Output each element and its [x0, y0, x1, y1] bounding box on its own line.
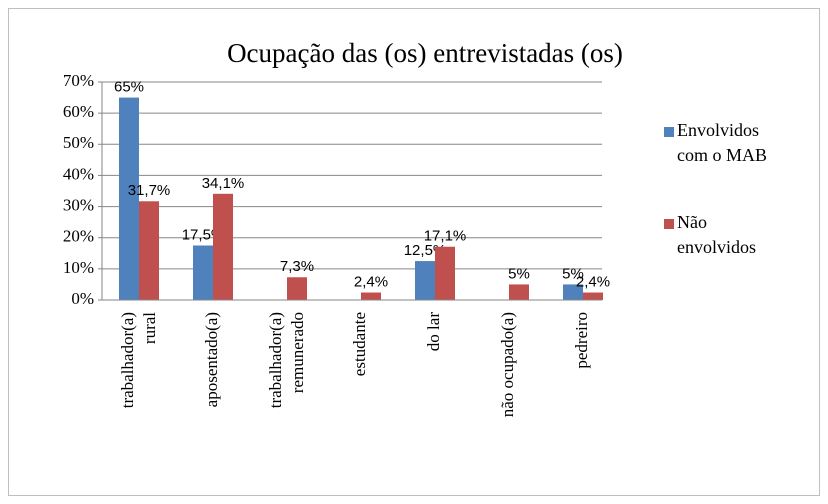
- bar: [213, 193, 233, 300]
- x-tick-label: aposentado(a): [202, 312, 221, 407]
- y-tick-label: 70%: [63, 71, 94, 90]
- value-label: 34,1%: [202, 175, 245, 192]
- value-label: 65%: [114, 79, 144, 96]
- x-tick-label: trabalhador(a) remunerado: [266, 312, 307, 408]
- bar: [509, 284, 529, 300]
- x-tick-label: do lar: [424, 312, 443, 352]
- bar: [415, 261, 435, 300]
- value-label: 7,3%: [280, 258, 314, 275]
- y-tick-label: 50%: [63, 133, 94, 152]
- y-tick-label: 0%: [71, 289, 94, 308]
- legend-label: Envolvidos com o MAB: [677, 120, 767, 165]
- y-tick-label: 60%: [63, 102, 94, 121]
- bar: [361, 292, 381, 300]
- bar: [193, 245, 213, 300]
- value-label: 17,1%: [424, 228, 467, 245]
- value-label: 5%: [508, 265, 530, 282]
- x-tick-label: estudante: [350, 312, 369, 376]
- value-label: 2,4%: [354, 273, 388, 290]
- y-tick-label: 30%: [63, 195, 94, 214]
- legend-label: Não envolvidos: [677, 212, 756, 257]
- x-tick-label: pedreiro: [572, 312, 591, 369]
- y-tick-label: 10%: [63, 258, 94, 277]
- value-label: 5%: [562, 265, 584, 282]
- x-tick-label: não ocupado(a): [498, 312, 517, 417]
- bar: [287, 277, 307, 300]
- bar: [139, 201, 159, 300]
- legend-swatch: [664, 127, 674, 137]
- x-tick-label: trabalhador(a) rural: [118, 312, 159, 409]
- bar: [583, 292, 603, 300]
- value-label: 2,4%: [576, 273, 610, 290]
- bar: [435, 246, 455, 300]
- legend-swatch: [664, 219, 674, 229]
- y-tick-label: 20%: [63, 227, 94, 246]
- bar: [119, 97, 139, 300]
- bar: [563, 284, 583, 300]
- value-label: 31,7%: [128, 182, 171, 199]
- y-tick-label: 40%: [63, 164, 94, 183]
- chart-title: Ocupação das (os) entrevistadas (os): [227, 38, 623, 68]
